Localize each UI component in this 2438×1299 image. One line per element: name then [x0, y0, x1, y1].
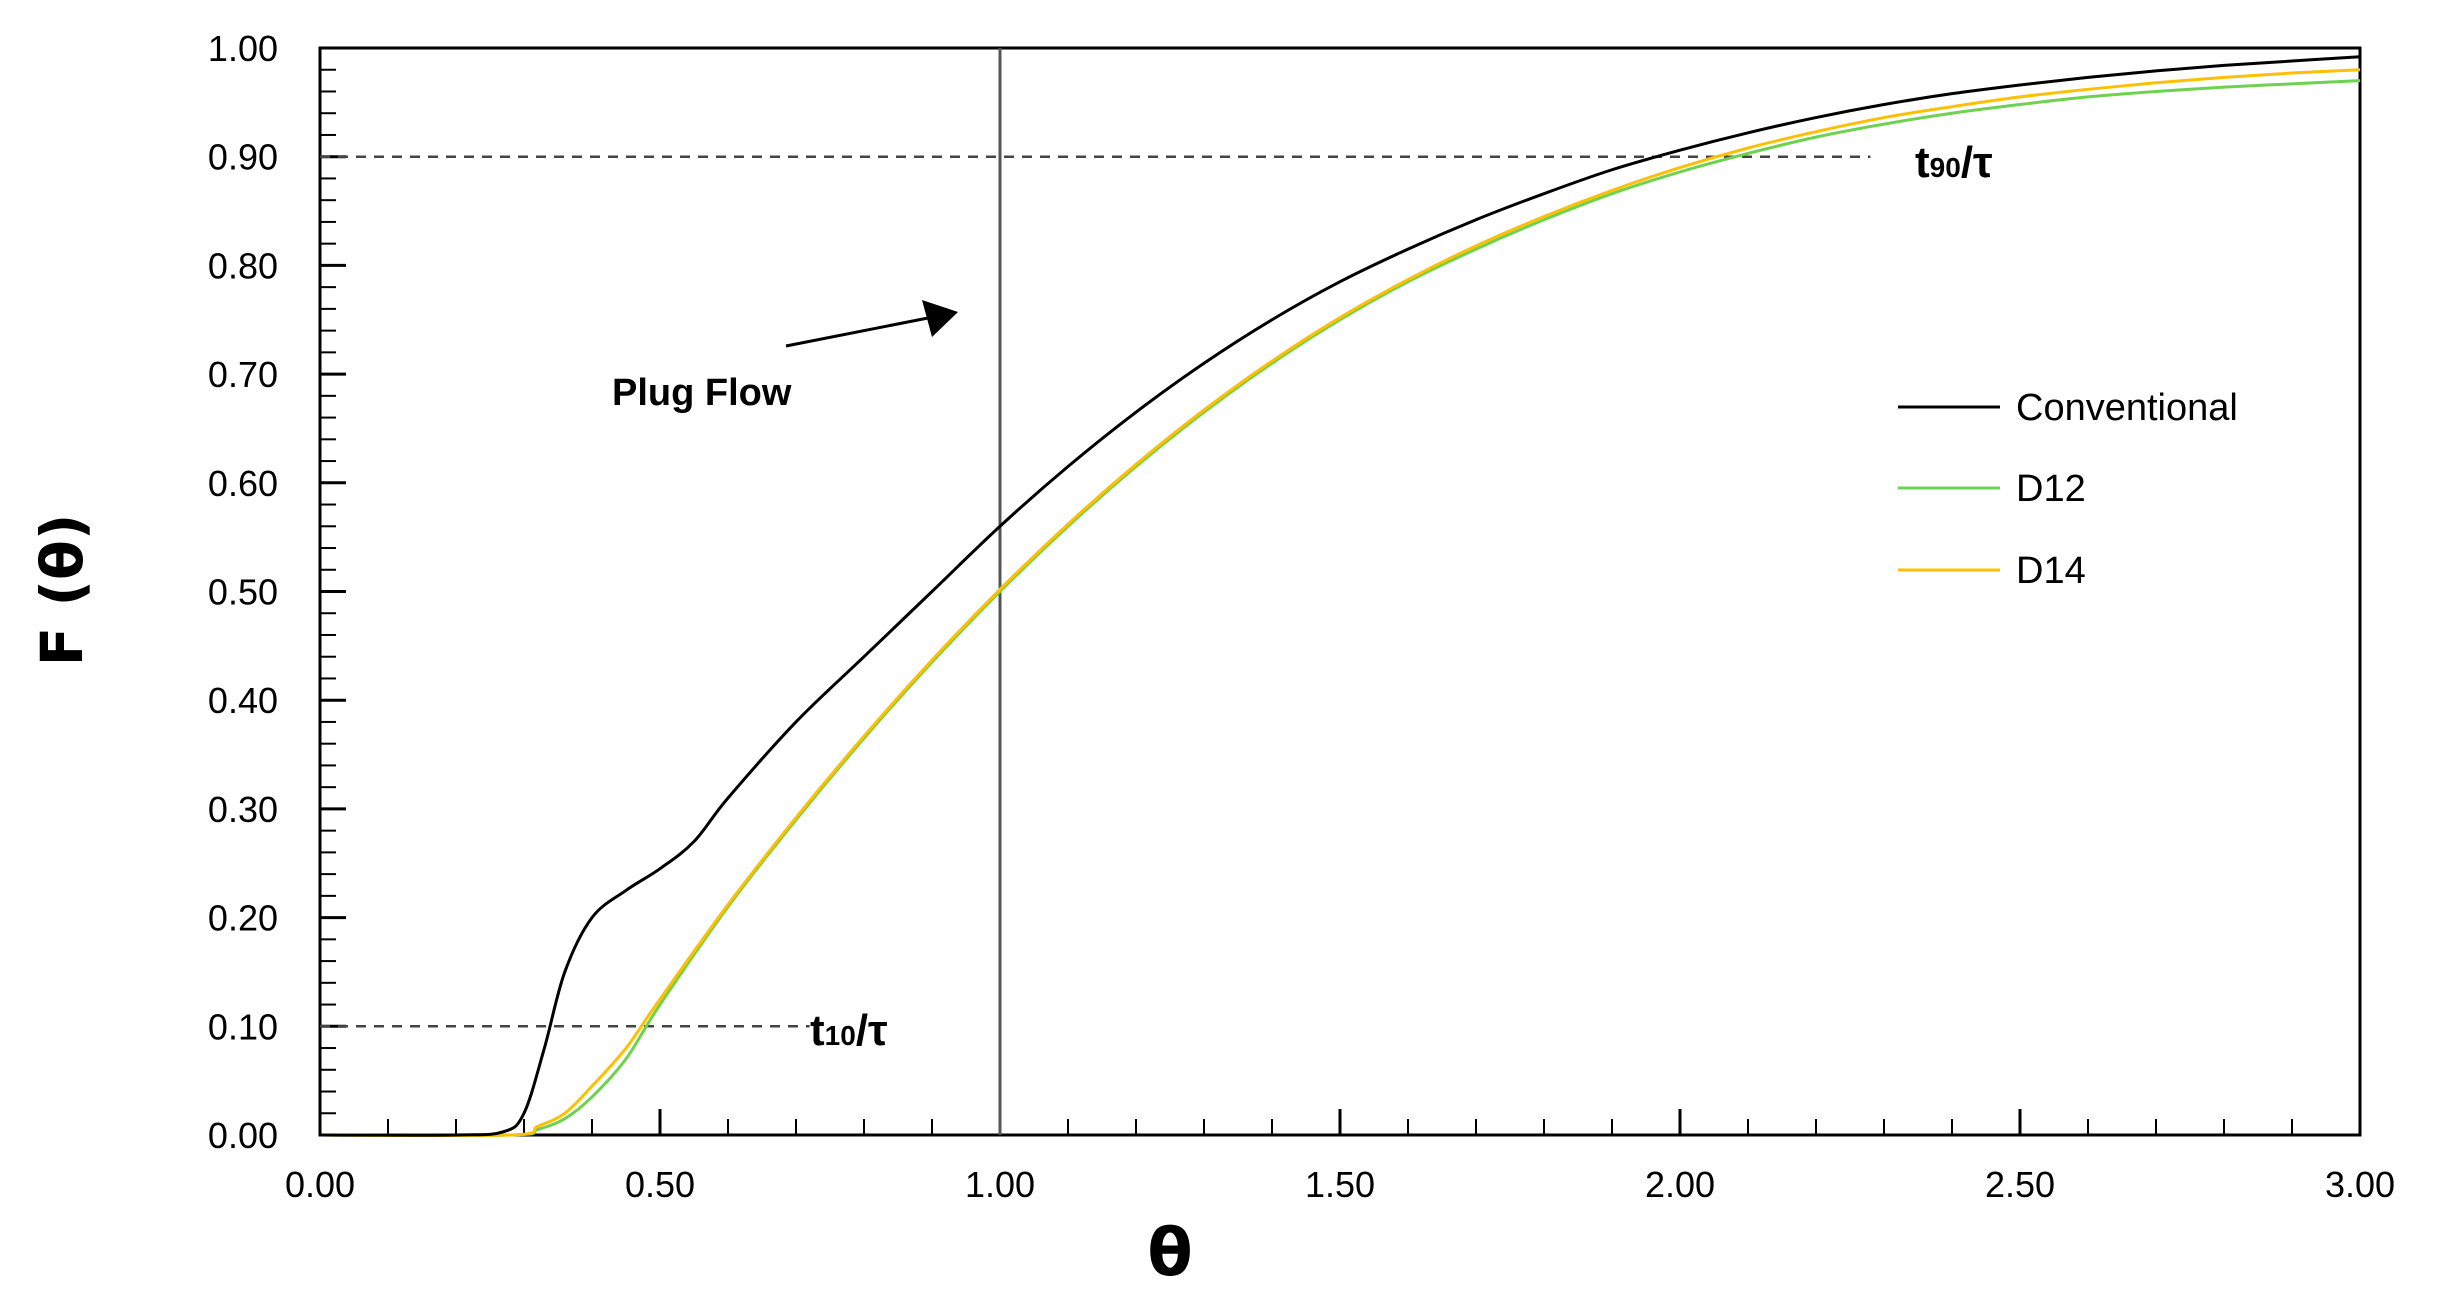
x-tick-label: 1.50 [1305, 1164, 1375, 1205]
plug-flow-arrow-head [922, 300, 958, 337]
plug-flow-label: Plug Flow [612, 372, 792, 414]
y-tick-label: 0.50 [208, 572, 278, 613]
y-tick-label: 0.00 [208, 1115, 278, 1156]
x-tick-label: 0.00 [285, 1164, 355, 1205]
y-tick-label: 0.70 [208, 354, 278, 395]
t10-label: t10/τ [810, 1006, 888, 1055]
x-axis-title: θ [1147, 1214, 1192, 1291]
y-tick-label: 0.90 [208, 137, 278, 178]
y-tick-label: 0.60 [208, 463, 278, 504]
legend-label-d14: D14 [2016, 550, 2086, 592]
y-tick-label: 0.80 [208, 245, 278, 286]
y-tick-label: 0.30 [208, 789, 278, 830]
y-tick-label: 0.20 [208, 898, 278, 939]
x-tick-label: 0.50 [625, 1164, 695, 1205]
x-tick-label: 3.00 [2325, 1164, 2395, 1205]
x-tick-label: 1.00 [965, 1164, 1035, 1205]
tick-labels: 0.00 0.50 1.00 1.50 2.00 2.50 3.00 0.00 0.10 0.20… [208, 28, 2395, 1205]
series-line-d12 [319, 79, 2361, 1137]
y-tick-label: 0.10 [208, 1006, 278, 1047]
x-tick-label: 2.00 [1645, 1164, 1715, 1205]
minor-ticks [318, 46, 2362, 1137]
legend: Conventional D12 D14 [1898, 387, 2238, 592]
y-tick-label: 0.40 [208, 680, 278, 721]
series-line-d14 [319, 68, 2361, 1138]
y-tick-label: 1.00 [208, 28, 278, 69]
plug-flow-arrow-shaft [785, 316, 929, 348]
y-axis-title: F (θ) [28, 514, 96, 667]
legend-label-d12: D12 [2016, 468, 2086, 510]
plot-area [318, 46, 2362, 1137]
series-line-conventional [319, 55, 2361, 1137]
t90-label: t90/τ [1915, 138, 1993, 187]
x-tick-label: 2.50 [1985, 1164, 2055, 1205]
series-group [319, 55, 2361, 1138]
legend-label-conventional: Conventional [2016, 387, 2238, 429]
